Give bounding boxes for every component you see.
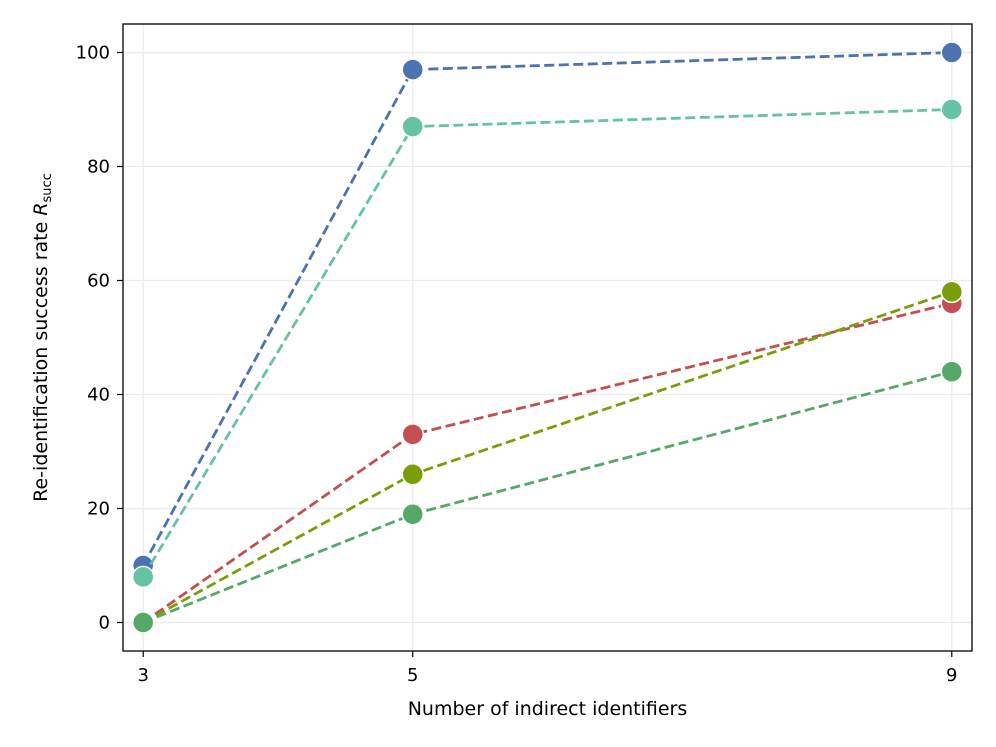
- series-blue-point-1: [401, 58, 424, 81]
- y-axis-title-subscript: succ: [40, 173, 55, 202]
- series-teal-point-0: [131, 565, 155, 589]
- series-red-point-1: [401, 423, 424, 446]
- series-green-point-0: [131, 611, 155, 634]
- series-green-point-2: [940, 360, 964, 383]
- series-olive: [131, 280, 964, 634]
- y-tick-label-1: 20: [87, 499, 110, 520]
- axis-ticks: 0 20 40 60 80 100 3 5 9: [76, 43, 958, 687]
- plot-frame: [122, 23, 973, 652]
- series-olive-point-1: [401, 463, 424, 486]
- y-tick-label-3: 60: [87, 271, 110, 292]
- series-green: [131, 360, 964, 634]
- x-axis-title: Number of indirect identifiers: [408, 698, 688, 720]
- y-axis-title-prefix: Re-identification success rate: [30, 216, 52, 502]
- y-tick-label-4: 80: [87, 157, 110, 178]
- series-olive-point-2: [940, 280, 964, 304]
- series-group: [131, 41, 964, 634]
- series-green-point-1: [401, 502, 424, 526]
- x-tick-label-2: 9: [946, 665, 957, 686]
- series-teal: [131, 98, 964, 589]
- y-axis-title: Re-identification success rate Rsucc: [30, 173, 55, 502]
- y-tick-label-2: 40: [87, 385, 110, 406]
- x-tick-label-0: 3: [137, 665, 148, 686]
- x-tick-label-1: 5: [407, 665, 418, 686]
- series-teal-point-1: [401, 115, 424, 138]
- series-blue-point-2: [940, 41, 964, 64]
- y-tick-label-5: 100: [76, 43, 110, 64]
- series-teal-point-2: [940, 98, 964, 121]
- y-tick-label-0: 0: [99, 613, 110, 634]
- y-axis-title-variable: R: [30, 202, 52, 215]
